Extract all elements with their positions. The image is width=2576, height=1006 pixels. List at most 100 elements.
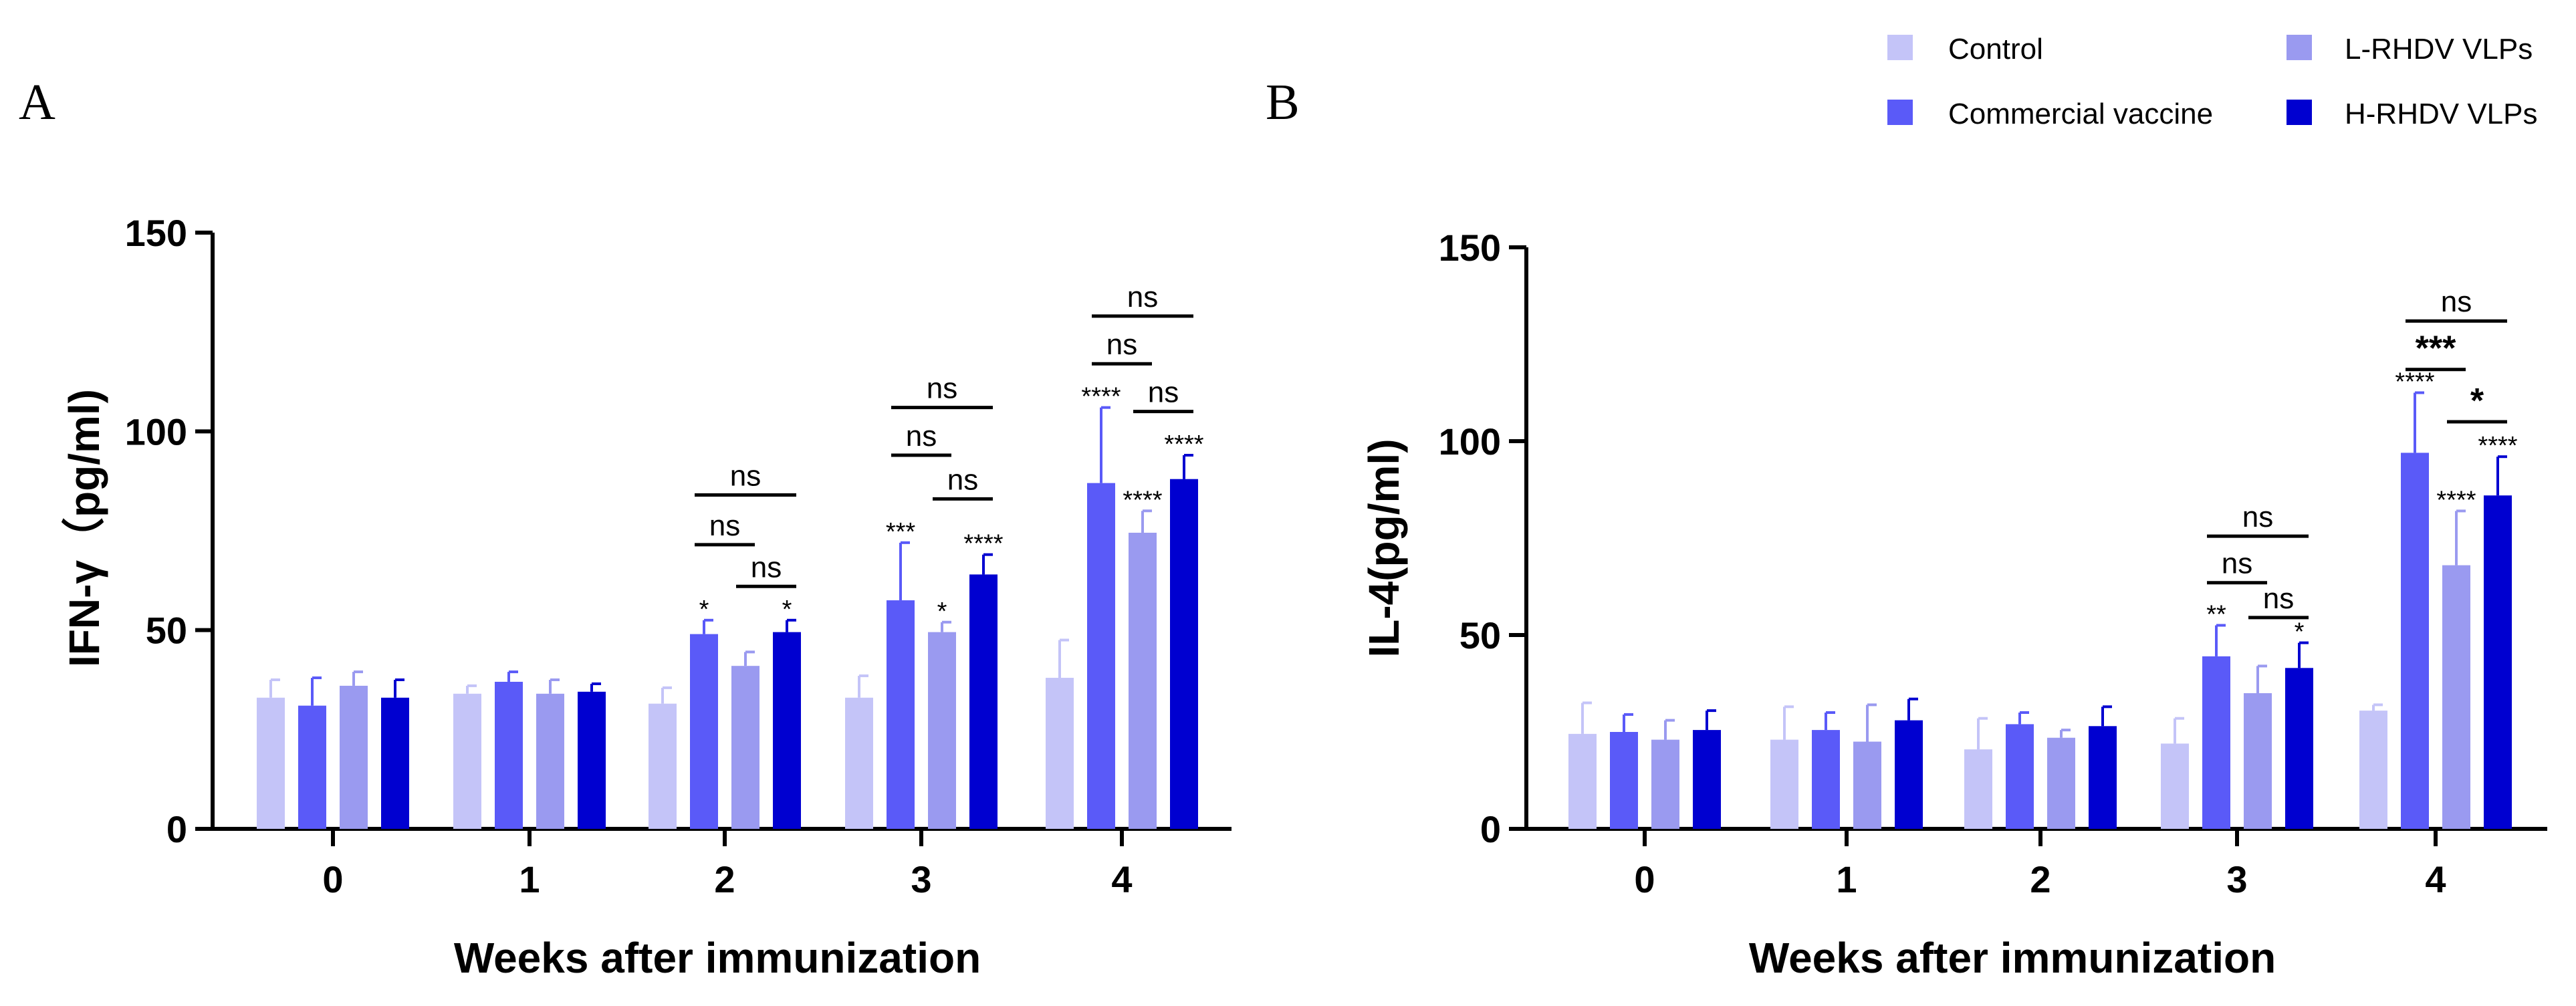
legend-label-commercial-vaccine: Commercial vaccine [1948, 98, 2213, 130]
pa-bar [298, 705, 326, 829]
pb-bar [1770, 739, 1798, 829]
pa-bar [257, 697, 285, 829]
pb-y-tick-label: 0 [1480, 808, 1501, 850]
panel-a: A IFN-γ（pg/ml) Weeks after immunization … [19, 74, 1232, 982]
pa-bar-significance: * [699, 596, 709, 624]
pa-bar [1129, 532, 1157, 829]
pb-bar [2089, 726, 2117, 829]
pb-bar-significance: * [2295, 618, 2305, 646]
y-axis-title-a: IFN-γ（pg/ml) [60, 389, 108, 667]
pb-bar [1895, 720, 1923, 829]
panel-letter-a: A [19, 74, 55, 130]
pa-bar-significance: **** [1123, 486, 1162, 514]
pb-x-tick-label: 4 [2425, 858, 2446, 900]
pa-bracket-label: ns [751, 551, 782, 584]
pb-bar [2006, 724, 2034, 829]
pa-x-tick-label: 0 [322, 858, 343, 900]
pa-bar-significance: * [937, 598, 947, 626]
pa-bar [340, 685, 368, 829]
pb-bracket-label: ns [2441, 285, 2472, 318]
pa-bar [1046, 678, 1074, 829]
pa-bar [381, 697, 409, 829]
pb-bar [2161, 743, 2189, 829]
pb-bar [1651, 739, 1679, 829]
legend-label-control: Control [1948, 33, 2043, 66]
legend-label-h-rhdv-vlps: H-RHDV VLPs [2345, 98, 2538, 130]
pb-bar [1812, 730, 1840, 829]
pa-bracket-label: ns [1148, 376, 1179, 409]
pb-bracket-label: * [2470, 382, 2484, 420]
pb-bar-significance: **** [2395, 368, 2434, 396]
legend-swatch-control [1887, 35, 1913, 60]
pb-bar [2484, 495, 2512, 829]
pa-y-tick-label: 100 [125, 410, 187, 453]
pb-bar-significance: **** [2478, 432, 2517, 460]
pb-bracket-label: ns [2222, 547, 2252, 580]
pa-bracket-label: ns [906, 420, 937, 453]
pb-bar [2244, 693, 2272, 829]
pb-y-tick-label: 100 [1439, 420, 1501, 463]
pb-bar [1693, 730, 1721, 829]
pb-bracket-label: *** [2416, 330, 2456, 368]
pa-bar-significance: **** [963, 530, 1003, 558]
pa-bar [578, 691, 606, 829]
pb-bar-significance: **** [2436, 486, 2476, 514]
pa-y-tick-label: 0 [166, 808, 187, 850]
legend-swatch-l-rhdv-vlps [2287, 35, 2312, 60]
pb-x-tick-label: 1 [1836, 858, 1857, 900]
pa-bar [690, 634, 718, 829]
pa-bar [495, 681, 523, 829]
pa-bracket-label: ns [947, 463, 978, 496]
pa-bracket-label: ns [1106, 328, 1137, 361]
pa-bar [731, 666, 759, 829]
pa-bar [928, 632, 956, 829]
pa-bar-significance: **** [1164, 430, 1203, 459]
pa-bar-significance: **** [1081, 383, 1121, 411]
pb-x-tick-label: 3 [2226, 858, 2247, 900]
pa-bar [536, 693, 564, 829]
pa-bar [887, 600, 915, 829]
legend-swatch-commercial-vaccine [1887, 100, 1913, 125]
panel-b: B IL-4(pg/ml) Weeks after immunization 0… [1266, 74, 2547, 982]
pa-bar [649, 703, 677, 829]
pb-bar [2202, 656, 2230, 829]
pb-y-tick-label: 50 [1459, 614, 1501, 656]
pb-bar [2359, 711, 2387, 829]
pa-bracket-label: ns [927, 372, 957, 405]
pa-x-tick-label: 4 [1111, 858, 1132, 900]
pa-bracket-label: ns [1127, 281, 1158, 313]
pb-bar [1853, 741, 1881, 829]
pa-bar [773, 632, 801, 829]
y-axis-title-b: IL-4(pg/ml) [1360, 438, 1408, 657]
pa-bracket-label: ns [730, 459, 761, 492]
pb-bar [2285, 668, 2313, 829]
pa-y-tick-label: 150 [125, 212, 187, 254]
pa-bar [1087, 483, 1115, 829]
pa-bar [1170, 479, 1198, 829]
pb-bracket-label: ns [2263, 582, 2294, 615]
pb-x-tick-label: 0 [1634, 858, 1655, 900]
pa-bar [453, 693, 481, 829]
pb-bar [2442, 565, 2470, 829]
pb-x-tick-label: 2 [2030, 858, 2051, 900]
x-axis-title-b: Weeks after immunization [1749, 934, 2276, 982]
pb-bar [1568, 733, 1597, 829]
legend-swatch-h-rhdv-vlps [2287, 100, 2312, 125]
legend: Control Commercial vaccine L-RHDV VLPs H… [1887, 33, 2538, 130]
legend-label-l-rhdv-vlps: L-RHDV VLPs [2345, 33, 2533, 66]
pb-bar [2401, 453, 2429, 829]
pb-bracket-label: ns [2242, 501, 2273, 533]
x-axis-title-a: Weeks after immunization [454, 934, 981, 982]
pa-bar [845, 697, 873, 829]
pb-bar [1610, 732, 1638, 829]
pa-x-tick-label: 2 [714, 858, 735, 900]
pa-x-tick-label: 1 [519, 858, 540, 900]
pb-bar [1964, 749, 1992, 829]
pa-bar-significance: * [782, 596, 792, 624]
pb-bar [2047, 737, 2075, 829]
pb-bar-significance: ** [2206, 601, 2226, 629]
pa-bar [969, 574, 998, 829]
pb-y-tick-label: 150 [1439, 227, 1501, 269]
pa-bar-significance: *** [886, 518, 916, 546]
